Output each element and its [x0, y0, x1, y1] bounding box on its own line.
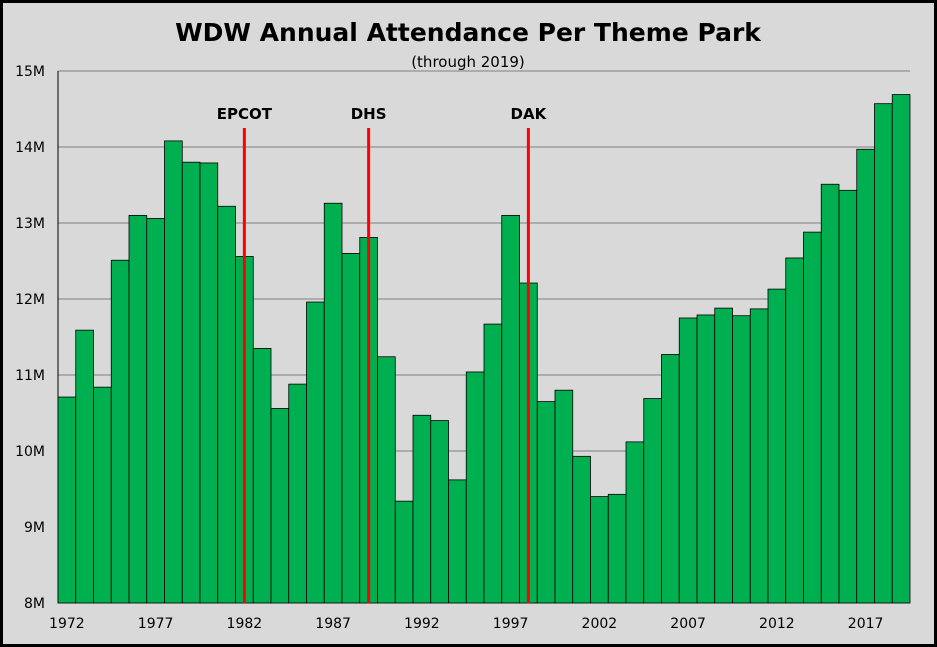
- annotation-label: DHS: [351, 105, 387, 123]
- bar: [128, 214, 148, 604]
- x-tick-label: 1997: [493, 616, 529, 632]
- x-tick-label: 2012: [759, 616, 795, 632]
- bar: [732, 315, 751, 604]
- bar: [838, 189, 858, 604]
- x-tick-label: 2002: [582, 616, 618, 632]
- x-tick-label: 1977: [138, 616, 174, 632]
- x-tick-label: 1972: [49, 616, 85, 632]
- bar: [501, 214, 520, 604]
- bar: [57, 396, 77, 604]
- bar: [536, 401, 556, 604]
- annotation-label: EPCOT: [217, 105, 273, 123]
- y-tick-label: 11M: [15, 368, 45, 384]
- bar: [270, 408, 290, 604]
- chart-subtitle: (through 2019): [411, 53, 525, 71]
- bar: [252, 347, 272, 604]
- x-axis-labels: 1972 1977 1982 1987 1992 1997 2002 2007 2012 2017: [49, 616, 883, 632]
- bar: [661, 354, 680, 604]
- bar: [341, 252, 361, 604]
- y-tick-label: 13M: [15, 216, 45, 232]
- bar: [749, 308, 769, 604]
- bar: [164, 140, 183, 604]
- bar: [785, 257, 804, 604]
- x-tick-label: 1992: [404, 616, 440, 632]
- bar: [678, 317, 698, 604]
- bar: [110, 259, 130, 604]
- bar: [448, 479, 467, 604]
- bar: [199, 162, 219, 604]
- chart-title: WDW Annual Attendance Per Theme Park: [175, 18, 762, 47]
- bar: [856, 148, 875, 604]
- y-tick-label: 12M: [15, 292, 45, 308]
- y-axis-labels: 8M 9M 10M 11M 12M 13M 14M 15M: [15, 64, 45, 612]
- y-tick-label: 14M: [15, 140, 45, 156]
- bar: [377, 356, 396, 604]
- bar: [554, 389, 574, 604]
- bar: [572, 455, 591, 604]
- bar: [306, 301, 325, 604]
- bar: [891, 94, 911, 604]
- bar: [643, 398, 662, 604]
- annotation-label: DAK: [511, 105, 548, 123]
- bar: [714, 307, 733, 604]
- bar: [146, 218, 165, 604]
- y-tick-label: 9M: [24, 520, 45, 536]
- annotation-dak: DAK: [511, 105, 548, 603]
- y-tick-label: 10M: [15, 444, 45, 460]
- bar: [430, 420, 449, 604]
- x-tick-label: 1982: [227, 616, 263, 632]
- x-tick-label: 2017: [848, 616, 884, 632]
- bar: [181, 161, 201, 604]
- x-tick-label: 2007: [670, 616, 706, 632]
- bar: [874, 103, 893, 604]
- bar: [394, 500, 414, 604]
- y-tick-label: 15M: [15, 64, 45, 80]
- annotations: EPCOT DHS DAK: [217, 105, 548, 603]
- bar: [625, 441, 645, 604]
- bar: [483, 323, 503, 604]
- bar: [465, 371, 485, 604]
- bar: [217, 205, 236, 604]
- bar: [820, 183, 840, 604]
- bars: [57, 94, 911, 604]
- bar: [803, 231, 822, 604]
- bar: [412, 414, 432, 604]
- bar: [288, 383, 307, 604]
- annotation-dhs: DHS: [351, 105, 387, 603]
- bar: [323, 202, 343, 604]
- bar: [590, 496, 609, 604]
- bar: [93, 386, 112, 604]
- bar: [607, 493, 627, 604]
- bar: [767, 288, 787, 604]
- bar: [696, 314, 716, 604]
- bar: [75, 329, 94, 604]
- y-tick-label: 8M: [24, 596, 45, 612]
- annotation-epcot: EPCOT: [217, 105, 273, 603]
- chart-canvas: WDW Annual Attendance Per Theme Park (th…: [15, 18, 911, 632]
- x-tick-label: 1987: [315, 616, 351, 632]
